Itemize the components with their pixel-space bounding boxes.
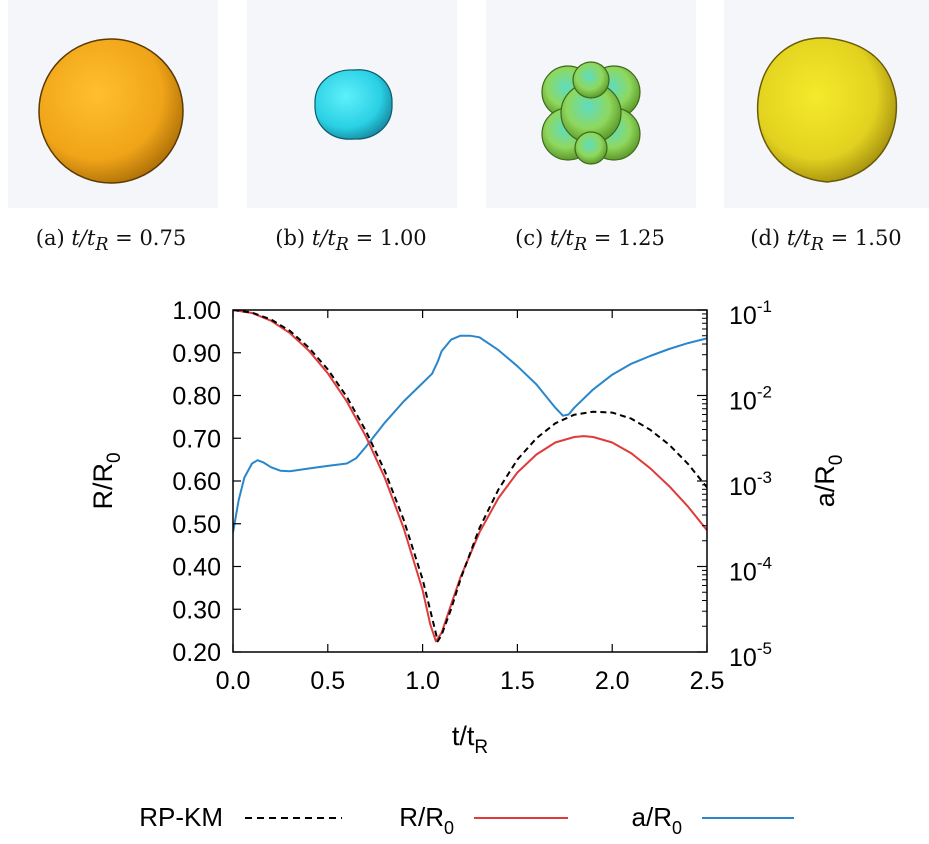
snapshot-panel-b bbox=[247, 0, 457, 208]
y-left-tick-label: 0.60 bbox=[172, 468, 221, 496]
bubble-image-d bbox=[756, 37, 898, 183]
y-left-tick-label: 1.00 bbox=[172, 297, 221, 325]
y-left-tick-label: 0.70 bbox=[172, 425, 221, 453]
y-axis-label-right: a/R0 bbox=[810, 455, 847, 508]
y-left-tick-label: 0.30 bbox=[172, 596, 221, 624]
legend-label-rpkm: RP-KM bbox=[139, 802, 223, 832]
caption-d: (d) t/tR = 1.50 bbox=[750, 226, 902, 256]
series-line-a-over-r0 bbox=[233, 334, 707, 533]
x-tick-label: 2.0 bbox=[595, 667, 630, 695]
bubble-image-a bbox=[38, 38, 184, 184]
legend: RP-KM R/R0 a/R0 bbox=[139, 802, 794, 838]
y-left-tick-label: 0.90 bbox=[172, 340, 221, 368]
y-right-tick-label: 10-2 bbox=[729, 383, 772, 416]
legend-label-r: R/R0 bbox=[399, 802, 454, 838]
bubble-image-b bbox=[314, 69, 393, 140]
y-right-tick-label: 10-5 bbox=[729, 639, 772, 672]
plot-frame bbox=[232, 309, 708, 653]
y-right-tick-label: 10-4 bbox=[729, 554, 772, 587]
legend-label-a: a/R0 bbox=[632, 802, 682, 838]
y-left-tick-label: 0.40 bbox=[172, 554, 221, 582]
snapshot-panel-d bbox=[724, 0, 929, 208]
x-tick-label: 1.0 bbox=[405, 667, 440, 695]
x-axis-label: t/tR bbox=[452, 721, 488, 758]
x-tick-label: 2.5 bbox=[690, 667, 725, 695]
y-left-tick-label: 0.80 bbox=[172, 383, 221, 411]
caption-a: (a) t/tR = 0.75 bbox=[35, 226, 187, 256]
y-axis-label-left: R/R0 bbox=[88, 452, 125, 509]
snapshot-panel-a bbox=[8, 0, 218, 208]
caption-c: (c) t/tR = 1.25 bbox=[515, 226, 665, 256]
x-tick-label: 0.0 bbox=[216, 667, 251, 695]
y-left-tick-label: 0.20 bbox=[172, 639, 221, 667]
y-right-tick-label: 10-3 bbox=[729, 468, 772, 501]
series-line-rpkm bbox=[233, 310, 707, 643]
y-right-tick-label: 10-1 bbox=[729, 297, 772, 330]
caption-b: (b) t/tR = 1.00 bbox=[275, 226, 427, 256]
x-tick-label: 1.5 bbox=[500, 667, 535, 695]
y-left-tick-label: 0.50 bbox=[172, 511, 221, 539]
x-tick-label: 0.5 bbox=[310, 667, 345, 695]
bubble-image-c bbox=[541, 61, 641, 165]
series-line-r-over-r0 bbox=[233, 310, 707, 643]
snapshot-panel-c bbox=[486, 0, 696, 208]
